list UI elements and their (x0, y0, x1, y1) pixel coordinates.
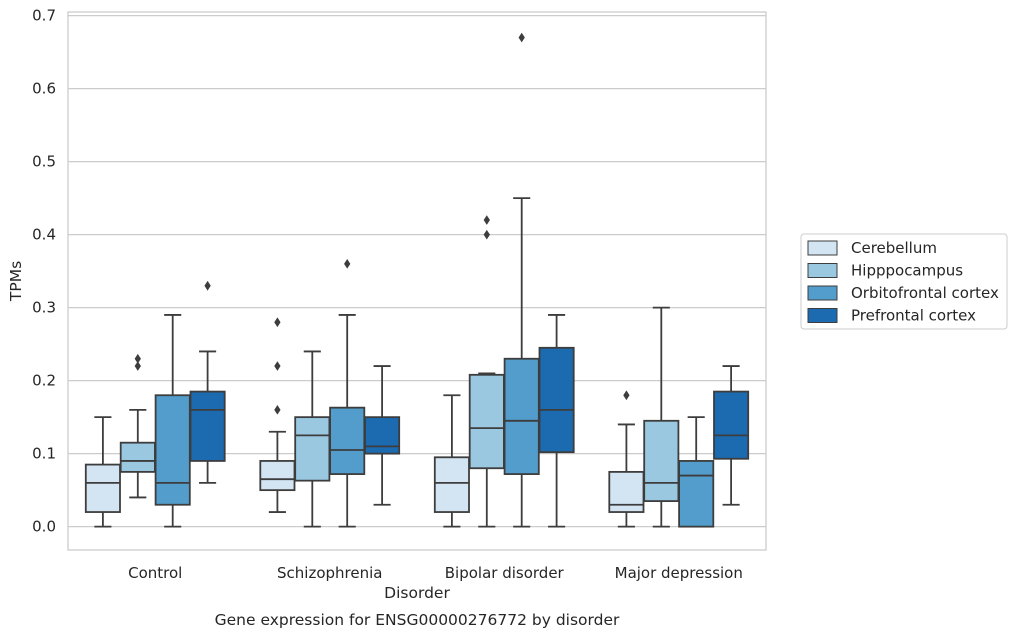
x-tick-label: Control (128, 564, 182, 582)
iqr-box (84, 463, 121, 513)
legend-label: Cerebellum (851, 239, 937, 257)
y-tick-label: 0.4 (32, 226, 56, 244)
iqr-box (259, 460, 296, 492)
outlier-point (204, 280, 211, 291)
box-orbitofrontal-cortex (329, 259, 366, 528)
outlier-point (274, 405, 281, 415)
legend-label: Prefrontal cortex (851, 307, 976, 325)
box-cerebellum (259, 317, 296, 513)
y-tick-label: 0.2 (32, 372, 56, 390)
box-hipppocampus (468, 215, 505, 528)
outlier-point (134, 353, 141, 364)
iqr-box (294, 416, 331, 482)
iqr-box (433, 456, 470, 513)
y-tick-label: 0.7 (32, 7, 56, 25)
y-axis-label: TPMs (7, 261, 25, 302)
outlier-point (274, 361, 281, 371)
box-orbitofrontal-cortex (503, 32, 540, 528)
iqr-box (713, 390, 750, 460)
x-tick-label: Schizophrenia (277, 564, 382, 582)
x-tick-label: Bipolar disorder (445, 564, 565, 582)
iqr-box (119, 441, 156, 473)
plot-area-frame (67, 11, 767, 551)
chart-caption: Gene expression for ENSG00000276772 by d… (215, 611, 620, 629)
box-prefrontal-cortex (713, 365, 750, 506)
outlier-point (344, 259, 351, 269)
iqr-box (364, 416, 401, 455)
outlier-point (483, 229, 490, 240)
legend-frame (800, 233, 1008, 330)
y-tick-label: 0.5 (32, 153, 56, 171)
legend-label: Orbitofrontal cortex (851, 284, 999, 302)
x-tick-label: Major depression (615, 564, 743, 582)
box-cerebellum (608, 390, 645, 528)
y-tick-label: 0.1 (32, 445, 56, 463)
box-cerebellum (84, 416, 121, 528)
iqr-box (189, 390, 226, 462)
box-prefrontal-cortex (364, 365, 401, 506)
y-tick-label: 0.3 (32, 299, 56, 317)
outlier-point (518, 32, 525, 43)
legend-swatch (807, 308, 838, 323)
legend-swatch (807, 240, 838, 256)
iqr-box (154, 394, 191, 506)
legend-swatch (807, 263, 838, 278)
y-tick-label: 0.0 (32, 518, 56, 536)
iqr-box (608, 470, 645, 513)
legend-label: Hipppocampus (851, 262, 963, 280)
iqr-box (643, 419, 680, 502)
iqr-box (538, 346, 575, 454)
box-hipppocampus (294, 350, 331, 528)
outlier-point (134, 361, 141, 371)
y-tick-label: 0.6 (32, 80, 56, 98)
x-tick-labels: Control Schizophrenia Bipolar disorder Majo… (128, 564, 743, 582)
boxes-layer (84, 32, 750, 528)
box-prefrontal-cortex (189, 280, 226, 484)
box-orbitofrontal-cortex (154, 314, 191, 528)
outlier-point (274, 317, 281, 328)
iqr-box (678, 460, 715, 528)
x-axis-label: Disorder (384, 584, 450, 602)
y-tick-labels: 0.0 0.1 0.2 0.3 0.4 0.5 0.6 0.7 (32, 7, 56, 536)
outlier-point (623, 390, 630, 401)
legend: Cerebellum Hipppocampus Orbitofrontal cort… (800, 233, 1008, 330)
iqr-box (468, 373, 505, 470)
box-orbitofrontal-cortex (678, 416, 715, 528)
box-hipppocampus (643, 306, 680, 528)
box-prefrontal-cortex (538, 314, 575, 528)
iqr-box (503, 357, 540, 475)
legend-swatch (807, 285, 838, 301)
box-cerebellum (433, 394, 470, 528)
box-hipppocampus (119, 353, 156, 499)
iqr-box (329, 406, 366, 475)
outlier-point (483, 215, 490, 225)
